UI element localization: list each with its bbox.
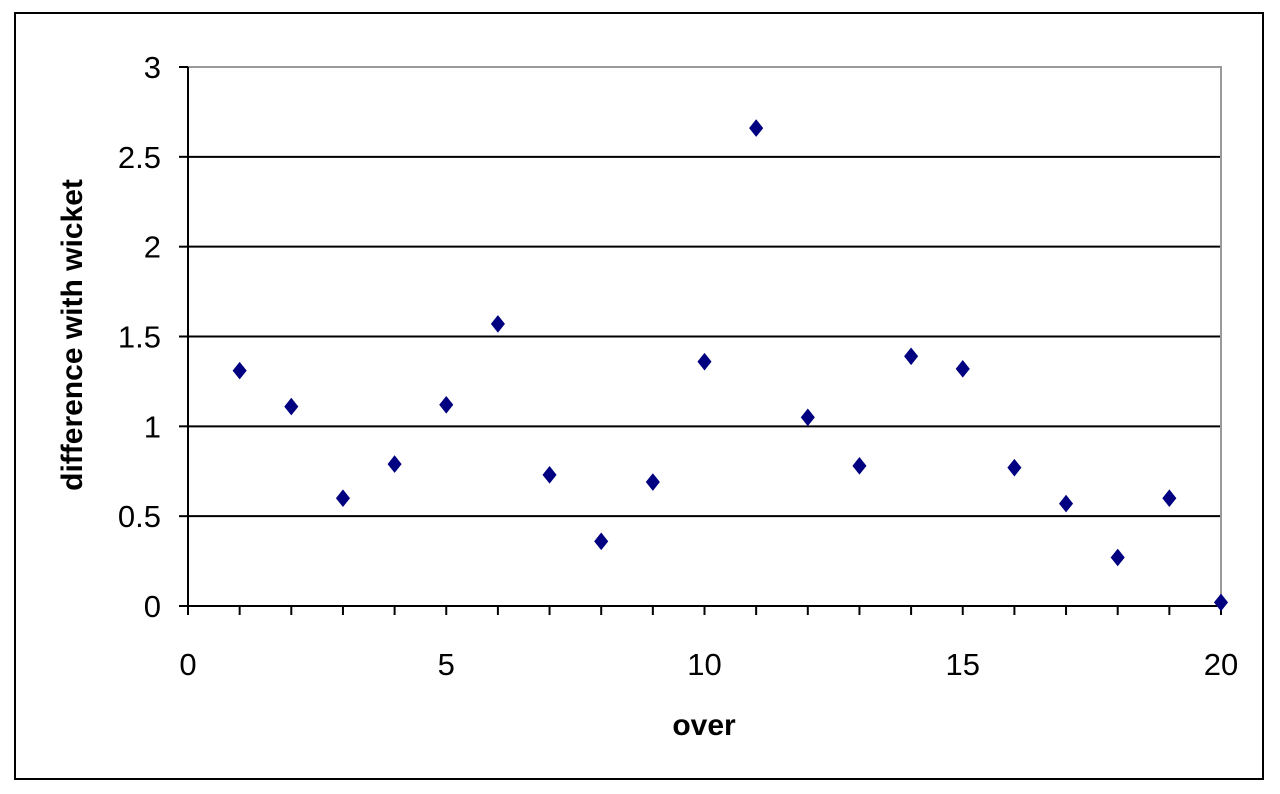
data-point <box>594 532 609 551</box>
x-tick-label: 20 <box>1204 647 1238 682</box>
data-point <box>490 315 505 333</box>
data-point <box>439 395 454 414</box>
tick-labels: 0 0.5 1 1.5 2 2.5 3 0 5 10 15 20 <box>118 50 1238 682</box>
y-tick-label: 2.5 <box>118 140 161 175</box>
y-tick-label: 3 <box>144 50 161 85</box>
data-point <box>1110 548 1125 567</box>
chart-frame <box>14 12 1264 780</box>
y-axis-title: difference with wicket <box>56 179 89 491</box>
x-tick-label: 10 <box>687 647 721 682</box>
data-point <box>800 408 815 427</box>
data-point <box>904 347 919 366</box>
data-point <box>1007 458 1022 477</box>
data-point <box>1059 494 1074 513</box>
axes <box>179 66 1222 615</box>
data-point <box>542 466 557 484</box>
data-point <box>335 489 350 508</box>
data-point <box>697 352 712 371</box>
data-point <box>1213 593 1229 612</box>
data-point <box>284 397 299 416</box>
data-points <box>232 119 1229 612</box>
data-point <box>1162 489 1177 508</box>
x-axis-title: over <box>672 709 736 742</box>
data-point <box>645 473 660 491</box>
y-tick-label: 1 <box>144 409 161 444</box>
y-tick-label: 2 <box>144 230 161 265</box>
data-point <box>387 455 402 473</box>
data-point <box>852 457 867 475</box>
x-tick-label: 15 <box>946 647 980 682</box>
y-tick-label: 1.5 <box>118 320 161 355</box>
x-tick-label: 0 <box>179 647 196 682</box>
gridlines <box>188 66 1221 518</box>
x-tick-label: 5 <box>438 647 455 682</box>
y-tick-label: 0 <box>144 589 161 624</box>
y-tick-label: 0.5 <box>118 499 161 534</box>
data-point <box>955 360 970 378</box>
data-point <box>232 361 247 380</box>
data-point <box>749 119 764 137</box>
